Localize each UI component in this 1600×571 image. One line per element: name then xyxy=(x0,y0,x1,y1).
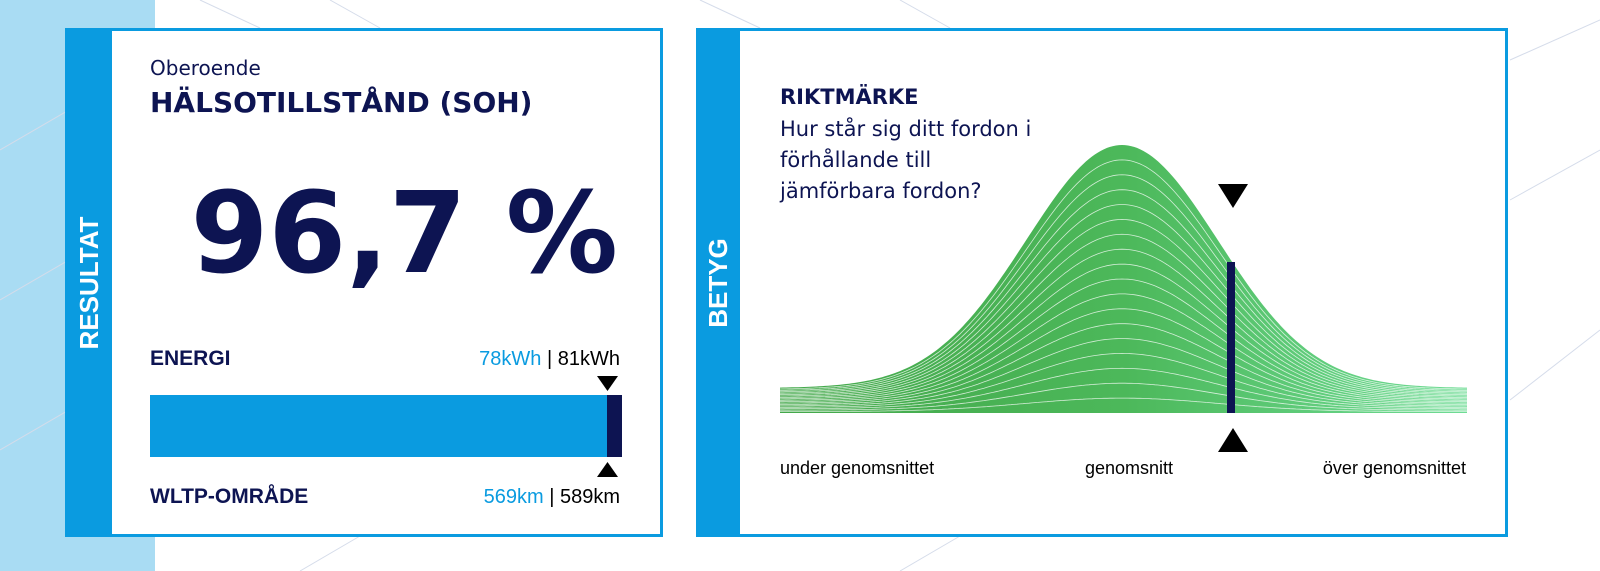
curve-layer xyxy=(780,382,1467,411)
marker-down xyxy=(1218,184,1248,208)
side-bar xyxy=(65,28,112,537)
scale-label: över genomsnittet xyxy=(1323,458,1466,478)
curve-layer xyxy=(780,397,1467,412)
subtitle: Oberoende xyxy=(150,56,261,80)
curve-layer xyxy=(780,218,1468,396)
curve-layer xyxy=(780,367,1467,410)
marker-up xyxy=(597,462,618,477)
marker-up xyxy=(1218,428,1248,452)
separator: | xyxy=(547,348,552,370)
scale-label: genomsnitt xyxy=(1085,458,1173,478)
curve-layer xyxy=(779,248,1467,398)
range-label: WLTP-OMRÅDE xyxy=(150,484,308,508)
energy-bar xyxy=(150,395,622,457)
curve-layer xyxy=(780,352,1468,408)
bar-end xyxy=(607,395,622,457)
energy-values: 78kWh | 81kWh xyxy=(479,348,620,370)
bell-curve xyxy=(779,145,1468,413)
range-values: 569km | 589km xyxy=(484,486,620,508)
side-label: BETYG xyxy=(703,238,733,328)
scale-label: under genomsnittet xyxy=(780,458,934,478)
curve-layer xyxy=(780,308,1467,404)
separator: | xyxy=(549,486,554,508)
curve-layer xyxy=(780,189,1467,393)
soh-value: 96,7 % xyxy=(190,169,618,299)
range-measured: 569km xyxy=(484,486,544,508)
curve-layer xyxy=(779,263,1467,400)
question-line: förhållande till xyxy=(780,147,931,172)
energy-label: ENERGI xyxy=(150,347,231,370)
question-line: jämförbara fordon? xyxy=(779,179,982,203)
curve-layer xyxy=(780,278,1467,401)
curve-layer xyxy=(780,338,1467,407)
title: HÄLSOTILLSTÅND (SOH) xyxy=(150,85,532,119)
marker-down xyxy=(597,376,618,391)
curve-layer xyxy=(780,204,1468,394)
benchmark-title: RIKTMÄRKE xyxy=(780,84,919,109)
curve-layer xyxy=(779,159,1467,390)
curve-layer xyxy=(780,323,1467,405)
question-line: Hur står sig ditt fordon i xyxy=(780,116,1031,141)
energy-measured: 78kWh xyxy=(479,348,541,370)
side-bar xyxy=(696,28,740,537)
side-label: RESULTAT xyxy=(74,216,104,349)
position-line xyxy=(1227,262,1235,413)
curve-layer xyxy=(779,174,1467,391)
curve-layer xyxy=(780,233,1468,397)
curve-layer xyxy=(780,293,1467,403)
energy-nominal: 81kWh xyxy=(558,348,620,370)
range-nominal: 589km xyxy=(560,486,620,508)
